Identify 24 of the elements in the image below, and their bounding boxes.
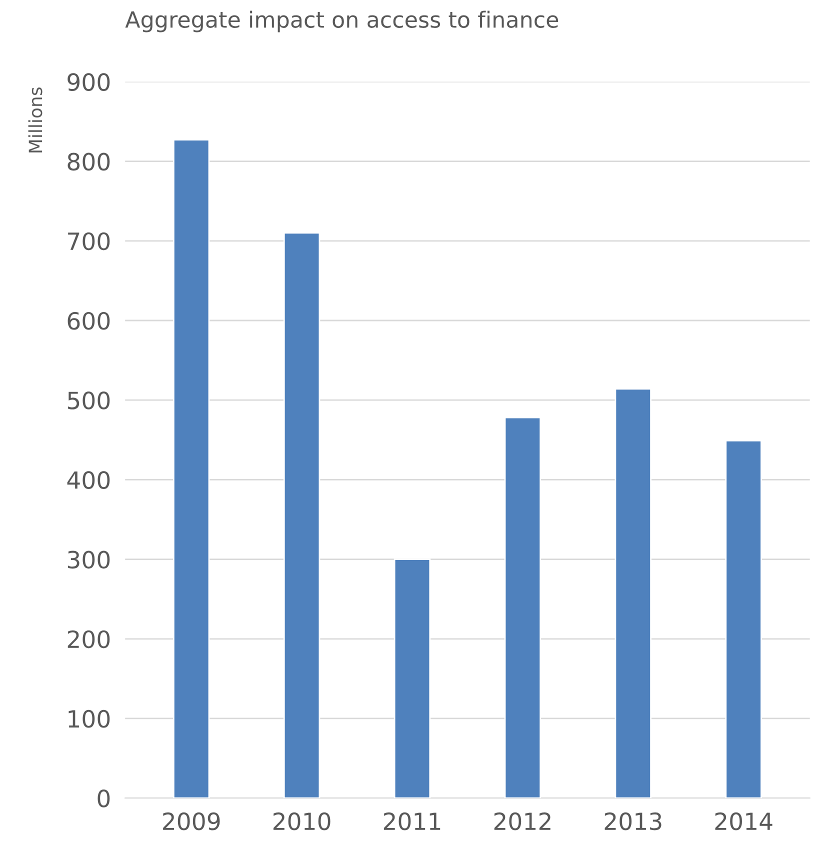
y-tick-label: 800 xyxy=(68,152,110,171)
y-tick-label: 400 xyxy=(67,471,110,489)
y-tick-label: 500 xyxy=(68,392,110,410)
x-tick-label: 2013 xyxy=(604,812,662,830)
bar xyxy=(172,139,210,798)
y-tick-label: 300 xyxy=(68,550,110,569)
bar xyxy=(725,440,762,798)
x-tick-label: 2010 xyxy=(273,812,330,830)
y-tick-label: 200 xyxy=(68,630,110,648)
x-tick-label: 2011 xyxy=(384,812,440,830)
y-axis-title: Millions xyxy=(28,88,42,152)
bar xyxy=(504,416,542,798)
y-tick-label: 100 xyxy=(68,710,110,728)
bar xyxy=(283,232,320,798)
x-tick-label: 2012 xyxy=(494,812,550,830)
bar xyxy=(394,558,431,798)
y-tick-label: 900 xyxy=(68,73,110,92)
x-tick-label: 2009 xyxy=(163,812,220,830)
y-tick-label: 700 xyxy=(68,232,110,250)
chart-title: Aggregate impact on access to finance xyxy=(125,10,558,32)
y-tick-label: 0 xyxy=(98,790,110,808)
x-tick-label: 2014 xyxy=(715,812,772,830)
bar xyxy=(614,388,652,798)
y-tick-label: 600 xyxy=(68,312,110,330)
